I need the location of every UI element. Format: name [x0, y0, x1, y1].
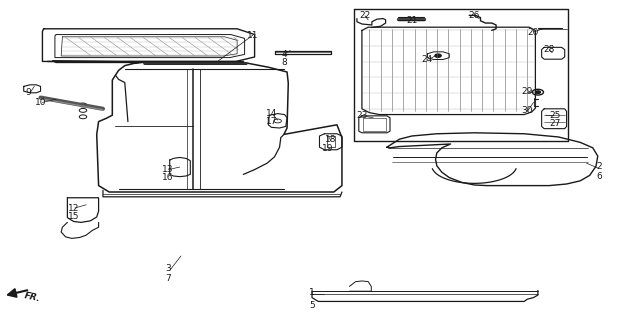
Text: 5: 5	[309, 301, 315, 310]
Text: 29: 29	[522, 87, 533, 96]
Text: 11: 11	[247, 31, 258, 40]
Text: 9: 9	[25, 88, 31, 97]
Text: 22: 22	[359, 11, 371, 20]
Text: 30: 30	[522, 106, 533, 115]
Text: 13: 13	[162, 165, 173, 174]
Text: 27: 27	[550, 119, 561, 128]
Text: 7: 7	[165, 274, 172, 283]
Text: 2: 2	[596, 162, 602, 171]
Text: 28: 28	[544, 45, 555, 54]
Text: 26: 26	[469, 11, 480, 20]
Text: 18: 18	[325, 135, 336, 144]
Text: 16: 16	[162, 173, 173, 182]
Text: 14: 14	[266, 109, 277, 118]
Text: 19: 19	[322, 144, 333, 153]
Text: 15: 15	[68, 212, 79, 220]
Text: 8: 8	[281, 58, 287, 67]
Text: 20: 20	[528, 28, 539, 36]
Text: 23: 23	[356, 111, 368, 120]
Text: 12: 12	[68, 204, 79, 212]
Circle shape	[435, 54, 441, 57]
Text: FR.: FR.	[24, 291, 42, 303]
Text: 25: 25	[550, 111, 561, 120]
Text: 10: 10	[35, 98, 46, 107]
Text: 6: 6	[596, 172, 602, 180]
Circle shape	[535, 91, 540, 93]
Text: 17: 17	[266, 117, 277, 126]
Text: 24: 24	[422, 55, 433, 64]
Text: 3: 3	[165, 264, 172, 273]
Text: 21: 21	[406, 16, 417, 25]
Text: 4: 4	[281, 50, 287, 59]
Text: 1: 1	[309, 288, 315, 297]
